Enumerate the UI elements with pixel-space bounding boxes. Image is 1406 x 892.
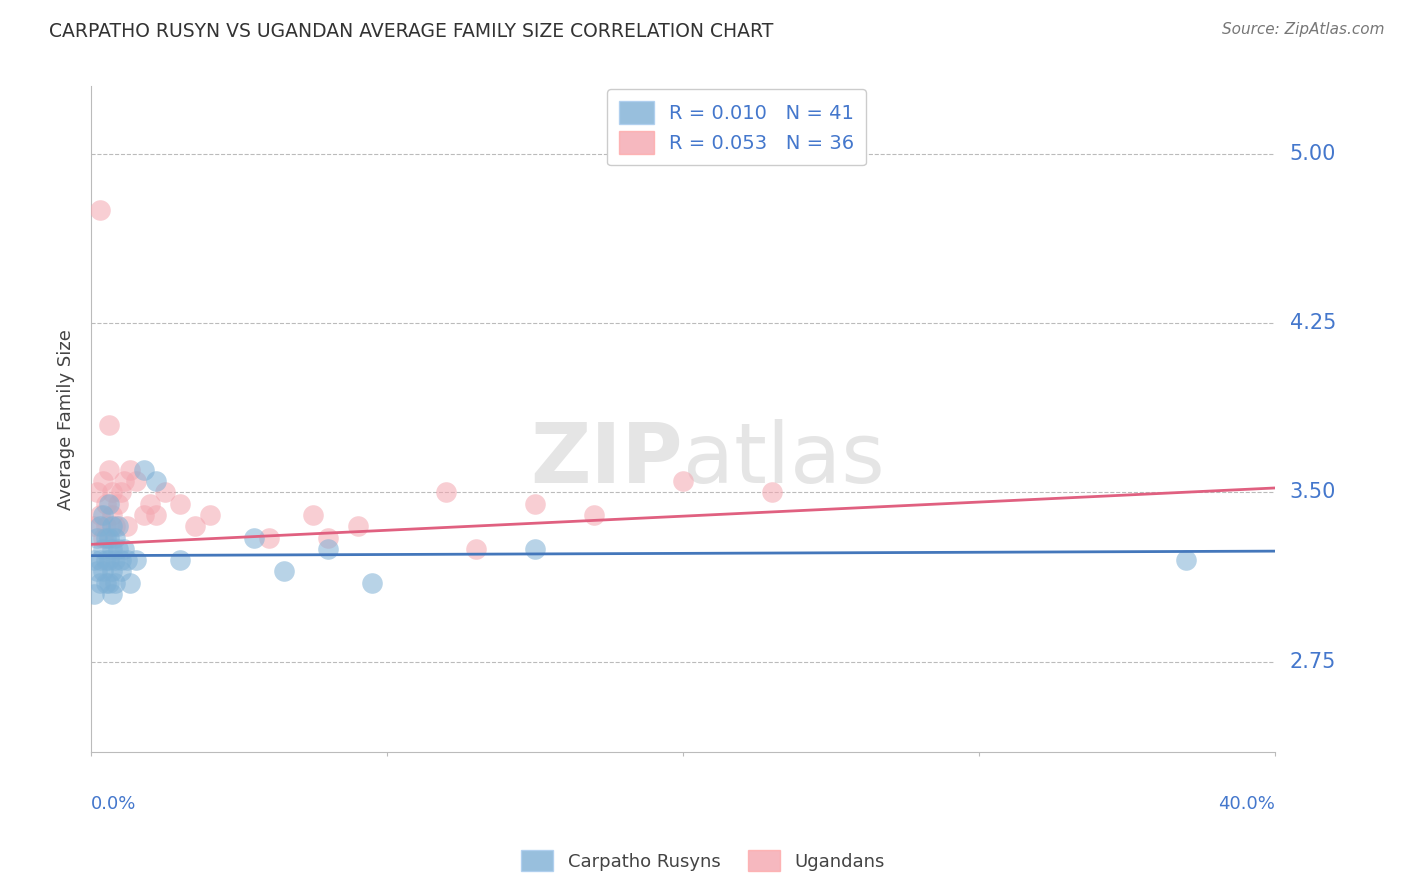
Point — [86, 485, 108, 500]
Point — [110, 485, 132, 500]
Text: ZIP: ZIP — [530, 418, 683, 500]
Point — [198, 508, 221, 522]
Point — [583, 508, 606, 522]
Point — [104, 575, 127, 590]
Legend: Carpatho Rusyns, Ugandans: Carpatho Rusyns, Ugandans — [513, 843, 893, 879]
Text: 5.00: 5.00 — [1289, 144, 1336, 164]
Point — [145, 474, 167, 488]
Point — [89, 553, 111, 567]
Point — [243, 531, 266, 545]
Point — [134, 508, 156, 522]
Point — [346, 519, 368, 533]
Point — [97, 497, 120, 511]
Point — [101, 519, 124, 533]
Point — [115, 519, 138, 533]
Point — [94, 531, 117, 545]
Point — [94, 497, 117, 511]
Point — [672, 474, 695, 488]
Point — [361, 575, 384, 590]
Point — [134, 463, 156, 477]
Point — [86, 531, 108, 545]
Point — [89, 203, 111, 218]
Point — [89, 575, 111, 590]
Point — [104, 519, 127, 533]
Point — [107, 541, 129, 556]
Text: 40.0%: 40.0% — [1219, 795, 1275, 814]
Point — [104, 531, 127, 545]
Point — [97, 463, 120, 477]
Point — [101, 485, 124, 500]
Point — [83, 553, 105, 567]
Text: Source: ZipAtlas.com: Source: ZipAtlas.com — [1222, 22, 1385, 37]
Point — [91, 508, 114, 522]
Point — [1175, 553, 1198, 567]
Point — [112, 474, 135, 488]
Point — [110, 565, 132, 579]
Point — [153, 485, 176, 500]
Point — [89, 508, 111, 522]
Point — [115, 553, 138, 567]
Point — [97, 417, 120, 432]
Point — [524, 541, 547, 556]
Point — [83, 587, 105, 601]
Point — [89, 519, 111, 533]
Point — [145, 508, 167, 522]
Point — [97, 553, 120, 567]
Point — [139, 497, 162, 511]
Point — [104, 553, 127, 567]
Point — [257, 531, 280, 545]
Point — [465, 541, 488, 556]
Text: CARPATHO RUSYN VS UGANDAN AVERAGE FAMILY SIZE CORRELATION CHART: CARPATHO RUSYN VS UGANDAN AVERAGE FAMILY… — [49, 22, 773, 41]
Point — [94, 519, 117, 533]
Point — [86, 565, 108, 579]
Point — [112, 541, 135, 556]
Legend: R = 0.010   N = 41, R = 0.053   N = 36: R = 0.010 N = 41, R = 0.053 N = 36 — [607, 89, 866, 165]
Text: 3.50: 3.50 — [1289, 483, 1336, 502]
Point — [524, 497, 547, 511]
Text: 0.0%: 0.0% — [91, 795, 136, 814]
Point — [101, 587, 124, 601]
Point — [316, 531, 339, 545]
Text: 2.75: 2.75 — [1289, 652, 1336, 672]
Point — [91, 565, 114, 579]
Point — [273, 565, 295, 579]
Point — [94, 575, 117, 590]
Point — [97, 575, 120, 590]
Point — [101, 541, 124, 556]
Point — [169, 553, 191, 567]
Point — [302, 508, 325, 522]
Point — [97, 531, 120, 545]
Point — [761, 485, 783, 500]
Point — [118, 463, 141, 477]
Point — [91, 531, 114, 545]
Point — [124, 553, 146, 567]
Point — [434, 485, 457, 500]
Point — [107, 497, 129, 511]
Point — [124, 474, 146, 488]
Text: 4.25: 4.25 — [1289, 313, 1336, 334]
Y-axis label: Average Family Size: Average Family Size — [58, 328, 75, 509]
Point — [184, 519, 207, 533]
Text: atlas: atlas — [683, 418, 884, 500]
Point — [91, 541, 114, 556]
Point — [118, 575, 141, 590]
Point — [169, 497, 191, 511]
Point — [83, 519, 105, 533]
Point — [316, 541, 339, 556]
Point — [110, 553, 132, 567]
Point — [101, 565, 124, 579]
Point — [94, 553, 117, 567]
Point — [107, 519, 129, 533]
Point — [91, 474, 114, 488]
Point — [101, 508, 124, 522]
